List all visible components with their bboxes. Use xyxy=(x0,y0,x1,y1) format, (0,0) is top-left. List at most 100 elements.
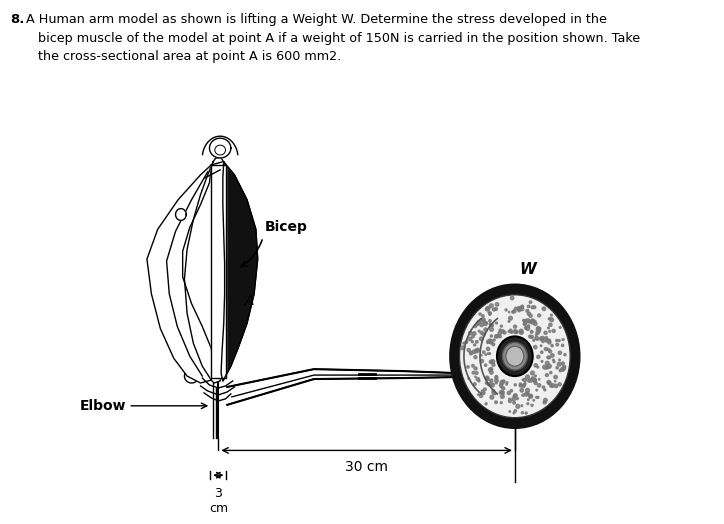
Point xyxy=(522,373,534,381)
Point xyxy=(543,315,555,323)
Point xyxy=(486,368,497,377)
Point xyxy=(519,320,531,329)
Text: A: A xyxy=(244,294,254,308)
Point xyxy=(550,377,561,386)
Point xyxy=(508,308,519,316)
Point xyxy=(484,366,496,374)
Circle shape xyxy=(450,285,579,428)
Point xyxy=(521,307,533,315)
Point xyxy=(527,316,539,325)
Point xyxy=(498,377,510,386)
Point xyxy=(513,305,524,313)
Point xyxy=(499,329,510,337)
Point xyxy=(518,316,529,324)
Point xyxy=(484,320,496,329)
Point xyxy=(523,396,534,404)
Point xyxy=(496,378,508,387)
Polygon shape xyxy=(176,209,186,221)
Point xyxy=(542,359,553,367)
Point xyxy=(532,325,544,333)
Point xyxy=(491,373,502,381)
Point xyxy=(529,320,541,328)
Point xyxy=(463,346,474,354)
Point xyxy=(504,407,515,416)
Point xyxy=(473,327,485,335)
Point xyxy=(537,334,549,342)
Point xyxy=(547,381,558,390)
Point xyxy=(474,310,486,318)
Point xyxy=(482,380,494,388)
Polygon shape xyxy=(209,138,231,158)
Point xyxy=(495,398,507,407)
Point xyxy=(497,389,508,397)
Point xyxy=(525,376,536,385)
Point xyxy=(470,353,481,362)
Point xyxy=(544,338,555,346)
Point xyxy=(522,389,534,398)
Point xyxy=(543,364,555,372)
Point xyxy=(501,378,513,387)
Point xyxy=(522,316,534,325)
Point xyxy=(526,317,538,325)
Point xyxy=(518,380,530,389)
Point xyxy=(463,374,474,383)
Point xyxy=(539,398,550,407)
Point xyxy=(531,386,542,394)
Point xyxy=(478,317,489,325)
Point xyxy=(516,401,528,410)
Point xyxy=(525,392,536,400)
Point xyxy=(508,399,520,407)
Point xyxy=(478,330,489,339)
Point xyxy=(544,362,555,370)
Point xyxy=(497,327,508,335)
Point xyxy=(477,387,489,396)
Point xyxy=(559,351,571,359)
Point xyxy=(522,386,534,395)
Point xyxy=(458,339,470,347)
Polygon shape xyxy=(227,369,484,405)
Point xyxy=(539,363,550,372)
Point xyxy=(547,351,558,359)
Point xyxy=(544,327,555,335)
Point xyxy=(482,339,494,347)
Point xyxy=(512,402,523,410)
Point xyxy=(515,328,527,336)
Point xyxy=(515,381,526,390)
Point xyxy=(480,325,492,334)
Point xyxy=(465,329,476,337)
Point xyxy=(489,336,500,344)
Point xyxy=(470,364,481,373)
Point xyxy=(523,310,535,318)
Point xyxy=(544,379,555,387)
Point xyxy=(557,341,568,350)
Point xyxy=(528,396,539,405)
Point xyxy=(551,336,563,345)
Point xyxy=(473,319,484,327)
Point xyxy=(478,389,489,397)
Point xyxy=(526,369,538,377)
Point xyxy=(497,384,509,392)
Point xyxy=(541,334,552,342)
Point xyxy=(471,320,483,329)
Point xyxy=(522,399,534,408)
Text: Bicep: Bicep xyxy=(265,221,308,234)
Point xyxy=(487,321,498,330)
Point xyxy=(552,364,563,372)
Point xyxy=(478,315,489,324)
Point xyxy=(544,347,556,356)
Point xyxy=(555,366,566,375)
Point xyxy=(555,323,566,332)
Point xyxy=(471,346,482,355)
Point xyxy=(529,303,540,311)
Point xyxy=(491,376,502,385)
Point xyxy=(532,324,544,332)
Point xyxy=(516,386,528,395)
Point xyxy=(475,316,487,325)
Point xyxy=(557,359,569,367)
Point xyxy=(546,311,557,319)
Point xyxy=(484,350,495,358)
Point xyxy=(495,383,507,391)
Circle shape xyxy=(506,346,523,366)
Point xyxy=(500,305,512,314)
Point xyxy=(491,372,502,380)
